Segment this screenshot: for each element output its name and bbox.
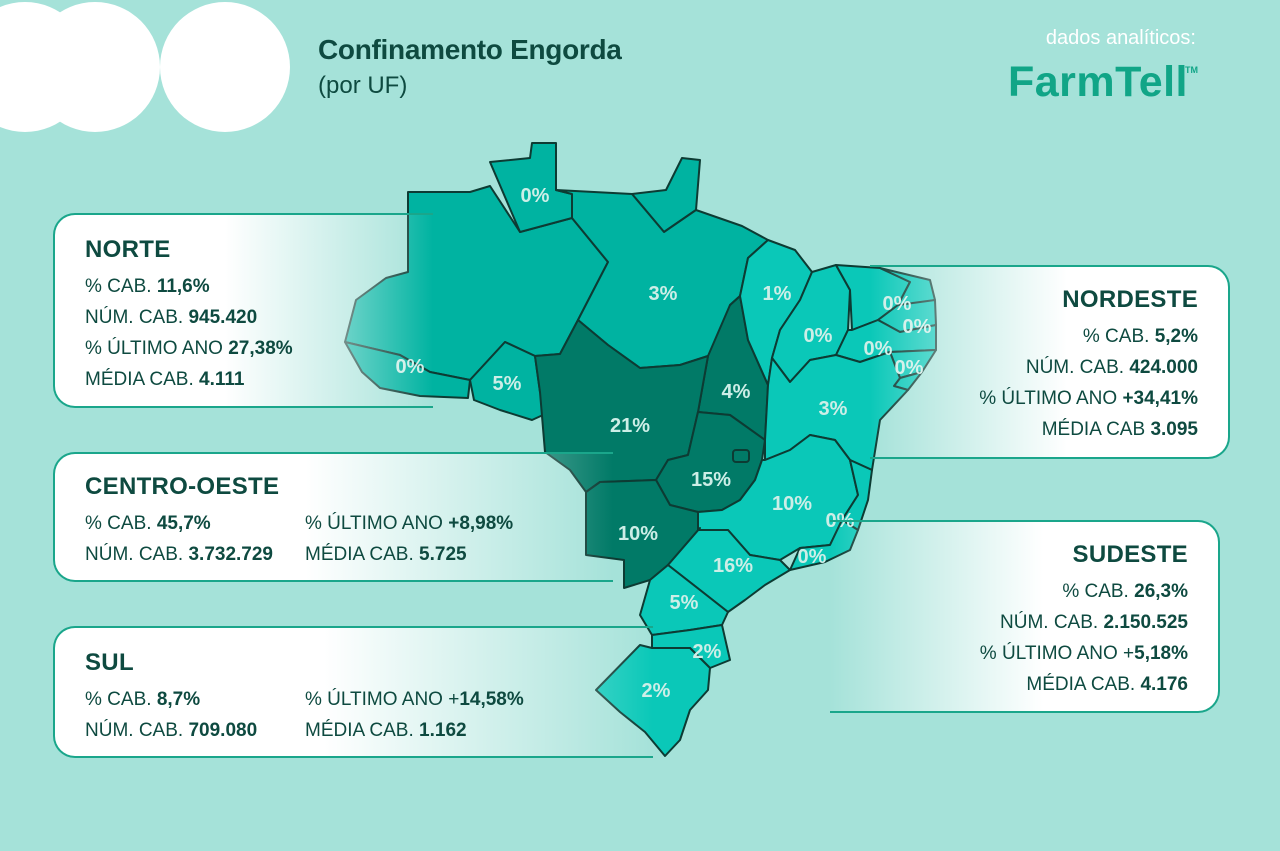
- media-row: MÉDIA CAB. 4.176: [830, 669, 1188, 700]
- region-name: SUL: [85, 649, 134, 676]
- cab-label: % CAB.: [85, 276, 152, 297]
- ult-row: % ÚLTIMO ANO 27,38%: [85, 333, 433, 364]
- card-sul: SUL % CAB. 8,7% % ÚLTIMO ANO +14,58% NÚM…: [53, 626, 653, 758]
- decor-circle-2: [30, 2, 160, 132]
- ult-value: +8,98%: [448, 513, 514, 534]
- cab-label: % CAB.: [1082, 326, 1150, 347]
- state-label-mt: 21%: [610, 415, 650, 437]
- region-name: NORTE: [85, 236, 171, 263]
- ult-label: % ÚLTIMO ANO: [979, 388, 1118, 409]
- media-value: 4.176: [1140, 674, 1188, 695]
- cab-row: % CAB. 45,7%: [85, 508, 305, 539]
- num-value: 424.000: [1129, 357, 1198, 378]
- ult-label: % ÚLTIMO ANO: [85, 338, 223, 359]
- num-value: 3.732.729: [188, 544, 273, 565]
- num-label: NÚM. CAB.: [1000, 612, 1099, 633]
- cab-row: % CAB. 5,2%: [870, 321, 1198, 352]
- card-sudeste: SUDESTE % CAB. 26,3% NÚM. CAB. 2.150.525…: [830, 520, 1220, 713]
- ult-value: 27,38%: [228, 338, 293, 359]
- state-label-ms: 10%: [618, 523, 658, 545]
- card-centro-oeste: CENTRO-OESTE % CAB. 45,7% % ÚLTIMO ANO +…: [53, 452, 613, 582]
- media-row: MÉDIA CAB 3.095: [870, 414, 1198, 445]
- media-value: 3.095: [1150, 419, 1198, 440]
- cab-value: 11,6%: [156, 276, 210, 297]
- media-label: MÉDIA CAB: [1041, 419, 1146, 440]
- num-value: 709.080: [188, 720, 258, 741]
- state-label-sc: 2%: [693, 641, 722, 663]
- num-row: NÚM. CAB. 945.420: [85, 302, 433, 333]
- media-row: MÉDIA CAB. 4.111: [85, 364, 433, 395]
- cab-label: % CAB.: [85, 513, 152, 534]
- ult-row: % ÚLTIMO ANO +34,41%: [870, 383, 1198, 414]
- state-label-ro: 5%: [493, 373, 522, 395]
- media-value: 4.111: [199, 369, 245, 390]
- ult-row: % ÚLTIMO ANO +5,18%: [830, 638, 1188, 669]
- region-name: SUDESTE: [1072, 541, 1188, 568]
- cab-value: 45,7%: [156, 513, 211, 534]
- num-label: NÚM. CAB.: [1025, 357, 1125, 378]
- media-label: MÉDIA CAB.: [305, 544, 414, 565]
- media-label: MÉDIA CAB.: [305, 720, 414, 741]
- state-label-rj: 0%: [798, 546, 827, 568]
- row-2: NÚM. CAB. 3.732.729 MÉDIA CAB. 5.725: [85, 539, 613, 570]
- cab-label: % CAB.: [1062, 581, 1129, 602]
- trademark-mark: TM: [1185, 65, 1198, 75]
- state-label-sp: 16%: [713, 555, 753, 577]
- state-sp[interactable]: [667, 527, 791, 613]
- region-name: CENTRO-OESTE: [85, 473, 280, 500]
- cab-value: 5,2%: [1154, 326, 1198, 347]
- ult-value: 14,58%: [459, 689, 524, 710]
- row-1: % CAB. 8,7% % ÚLTIMO ANO +14,58%: [85, 684, 653, 715]
- num-label: NÚM. CAB.: [85, 307, 184, 328]
- card-nordeste: NORDESTE % CAB. 5,2% NÚM. CAB. 424.000 %…: [870, 265, 1230, 459]
- cab-value: 8,7%: [156, 689, 201, 710]
- num-row: NÚM. CAB. 3.732.729: [85, 539, 305, 570]
- ult-label: % ÚLTIMO ANO +: [979, 643, 1135, 664]
- cab-row: % CAB. 26,3%: [830, 576, 1188, 607]
- state-label-pr: 5%: [670, 592, 699, 614]
- num-value: 2.150.525: [1103, 612, 1188, 633]
- cab-label: % CAB.: [85, 689, 152, 710]
- num-value: 945.420: [188, 307, 258, 328]
- num-row: NÚM. CAB. 2.150.525: [830, 607, 1188, 638]
- ult-label: % ÚLTIMO ANO: [305, 513, 443, 534]
- brand-logo: FarmTell: [1007, 58, 1188, 106]
- row-1: % CAB. 45,7% % ÚLTIMO ANO +8,98%: [85, 508, 613, 539]
- card-norte: NORTE % CAB. 11,6% NÚM. CAB. 945.420 % Ú…: [53, 213, 433, 408]
- state-label-ma: 1%: [763, 283, 792, 305]
- brand-caption: dados analíticos:: [1045, 27, 1196, 49]
- ult-row: % ÚLTIMO ANO +8,98%: [305, 508, 513, 539]
- decor-circle-3: [160, 2, 290, 132]
- cab-row: % CAB. 11,6%: [85, 271, 433, 302]
- media-label: MÉDIA CAB.: [85, 369, 194, 390]
- ult-value: +34,41%: [1122, 388, 1198, 409]
- media-value: 1.162: [419, 720, 467, 741]
- state-label-to: 4%: [722, 381, 751, 403]
- ult-label: % ÚLTIMO ANO +: [305, 689, 460, 710]
- state-label-ba: 3%: [819, 398, 848, 420]
- media-row: MÉDIA CAB. 1.162: [305, 715, 467, 746]
- media-value: 5.725: [419, 544, 467, 565]
- state-label-go: 15%: [691, 469, 731, 491]
- page-title: Confinamento Engorda: [318, 34, 622, 65]
- page-subtitle: (por UF): [318, 72, 408, 99]
- num-label: NÚM. CAB.: [85, 720, 184, 741]
- state-df[interactable]: [732, 449, 750, 463]
- media-label: MÉDIA CAB.: [1026, 674, 1136, 695]
- state-label-mg: 10%: [772, 493, 812, 515]
- num-row: NÚM. CAB. 424.000: [870, 352, 1198, 383]
- state-label-pa: 3%: [649, 283, 678, 305]
- region-name: NORDESTE: [1062, 286, 1198, 313]
- media-row: MÉDIA CAB. 5.725: [305, 539, 467, 570]
- num-row: NÚM. CAB. 709.080: [85, 715, 305, 746]
- ult-row: % ÚLTIMO ANO +14,58%: [305, 684, 524, 715]
- state-label-pi: 0%: [804, 325, 833, 347]
- cab-row: % CAB. 8,7%: [85, 684, 305, 715]
- num-label: NÚM. CAB.: [85, 544, 184, 565]
- cab-value: 26,3%: [1134, 581, 1188, 602]
- row-2: NÚM. CAB. 709.080 MÉDIA CAB. 1.162: [85, 715, 653, 746]
- state-label-rr: 0%: [521, 185, 550, 207]
- ult-value: 5,18%: [1134, 643, 1188, 664]
